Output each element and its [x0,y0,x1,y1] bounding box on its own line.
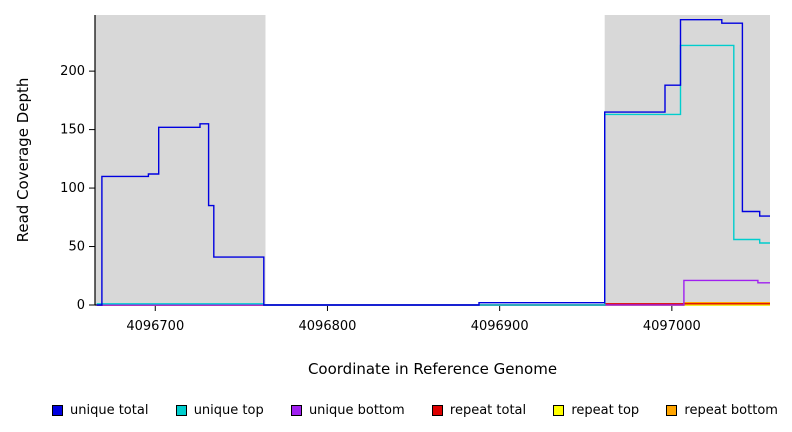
y-tick-label: 150 [60,123,85,138]
legend-label-repeat-total: repeat total [449,402,527,418]
legend-swatch-unique-bottom [290,404,302,416]
y-axis-title: Read Coverage Depth [14,78,32,243]
y-tick-label: 100 [60,181,85,196]
legend-swatch-unique-total [52,404,63,416]
legend-item-unique-bottom: unique bottom [290,402,405,418]
x-tick-label: 4096900 [471,319,529,334]
legend-swatch-repeat-top [553,404,565,416]
y-tick-label: 200 [60,64,85,79]
x-tick-label: 4097000 [643,319,701,334]
legend-item-unique-top: unique top [175,402,264,418]
legend-item-repeat-top: repeat top [553,403,639,418]
chart-legend: unique total unique top unique bottom repea… [52,398,778,422]
highlight-region [95,15,266,305]
legend-swatch-repeat-bottom [666,404,678,416]
x-tick-label: 4096800 [299,319,357,334]
legend-label-repeat-top: repeat top [571,402,640,418]
legend-label-unique-bottom: unique bottom [308,402,405,418]
highlight-region [604,15,770,305]
x-tick-label: 4096700 [126,319,184,334]
legend-item-unique-total: unique total [52,403,148,418]
legend-item-repeat-total: repeat total [431,402,527,418]
x-axis-title: Coordinate in Reference Genome [308,360,557,378]
legend-item-repeat-bottom: repeat bottom [666,403,778,418]
legend-label-repeat-bottom: repeat bottom [684,402,778,418]
legend-label-unique-total: unique total [70,402,149,418]
legend-swatch-repeat-total [431,404,443,416]
legend-swatch-unique-top [175,404,187,416]
series-line-unique-total [96,19,770,306]
y-tick-label: 0 [77,298,85,313]
legend-label-unique-top: unique top [193,402,264,418]
y-tick-label: 50 [68,240,85,255]
